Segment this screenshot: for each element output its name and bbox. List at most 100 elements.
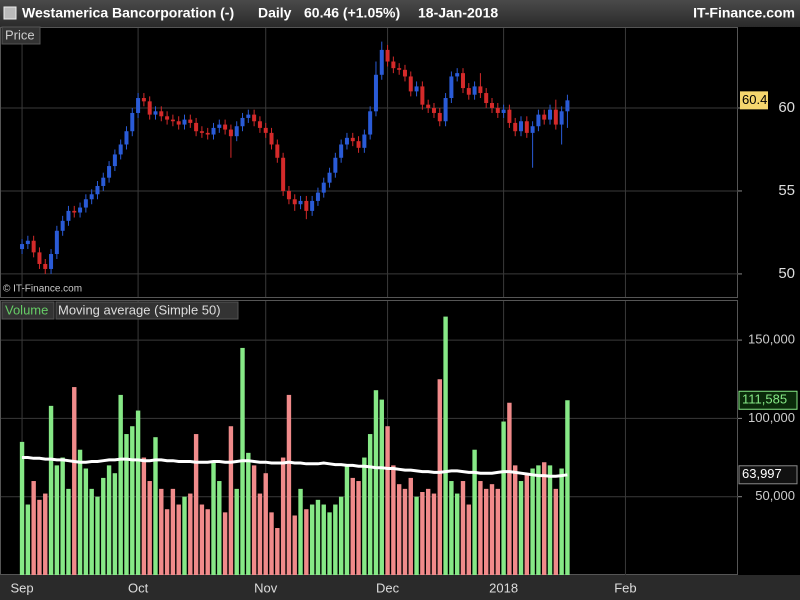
candle-body	[228, 129, 233, 137]
header-date: 18-Jan-2018	[418, 5, 498, 21]
volume-last-box	[738, 390, 798, 410]
y-tick-label: 55	[778, 182, 795, 199]
volume-bar	[43, 493, 48, 575]
candle-body	[269, 132, 274, 145]
volume-bar	[83, 468, 89, 575]
volume-bar	[280, 457, 286, 575]
candle-body	[350, 137, 355, 142]
candle-body	[333, 157, 338, 173]
volume-bar	[153, 437, 158, 575]
moving-average-line	[22, 456, 568, 478]
volume-bar	[460, 481, 466, 575]
volume-bar	[257, 493, 263, 575]
volume-last-label: 111,585	[742, 392, 787, 407]
volume-bar	[501, 421, 506, 575]
candle-body	[466, 88, 471, 95]
ma-legend: Moving average (Simple 50)	[58, 302, 221, 317]
candle-body	[234, 126, 239, 137]
candle-body	[339, 144, 344, 158]
candle-body	[408, 76, 413, 92]
volume-bar	[246, 452, 251, 575]
volume-bar	[234, 488, 239, 575]
volume-bar	[385, 426, 390, 575]
volume-bar	[112, 473, 118, 575]
candle-body	[136, 98, 141, 113]
candle-body	[246, 114, 251, 118]
volume-bar	[89, 488, 94, 575]
volume-bar	[530, 468, 535, 575]
volume-bar	[286, 394, 292, 575]
candle-body	[553, 109, 558, 125]
candle-body	[83, 199, 88, 208]
candle-body	[240, 117, 245, 127]
volume-bar	[553, 488, 559, 575]
watermark: © IT-Finance.com	[3, 284, 82, 295]
candle-body	[455, 73, 460, 77]
volume-bar	[449, 481, 454, 575]
candle-body	[362, 134, 367, 148]
price-panel	[0, 27, 738, 298]
candle-body	[31, 240, 36, 253]
volume-bar	[170, 488, 176, 575]
candle-body	[426, 104, 431, 108]
volume-bar	[344, 465, 350, 575]
volume-bar	[443, 316, 448, 575]
x-tick-label: Oct	[128, 580, 149, 595]
candle-body	[101, 177, 106, 186]
candle-body	[536, 114, 541, 127]
x-axis-bar	[0, 575, 800, 600]
volume-bar	[54, 465, 60, 575]
y-tick-label: 150,000	[748, 332, 795, 347]
y-tick-label: 50	[778, 265, 795, 282]
candle-body	[60, 220, 65, 231]
price-panel-label: Price	[5, 27, 35, 42]
candle-body	[118, 144, 123, 155]
volume-bar	[356, 481, 361, 575]
candle-body	[49, 254, 54, 269]
volume-bar	[565, 400, 570, 575]
volume-bar	[106, 465, 112, 575]
volume-bar	[95, 496, 100, 575]
candle-body	[124, 131, 129, 145]
candle-body	[165, 116, 170, 120]
candle-body	[20, 244, 25, 250]
candle-body	[281, 157, 286, 191]
candle-body	[315, 192, 320, 201]
header-quote: 60.46 (+1.05%)	[304, 5, 400, 21]
volume-bar	[77, 449, 83, 575]
volume-bar	[60, 457, 65, 575]
volume-bar	[159, 488, 164, 575]
y-tick-label: 100,000	[748, 410, 795, 425]
candle-body	[513, 122, 518, 132]
volume-bar	[72, 387, 77, 575]
volume-bar	[408, 477, 413, 575]
volume-bar	[251, 465, 257, 575]
candle-body	[37, 252, 42, 264]
candle-body	[519, 121, 524, 132]
volume-bar	[338, 496, 344, 575]
header-period: Daily	[258, 5, 292, 21]
volume-bar	[321, 504, 326, 575]
volume-bar	[66, 488, 71, 575]
candle-body	[170, 119, 175, 122]
candle-body	[397, 68, 402, 70]
volume-bar	[420, 491, 425, 575]
volume-bar	[524, 473, 530, 575]
candle-body	[72, 210, 77, 213]
candle-body	[112, 154, 117, 167]
candle-body	[43, 263, 48, 269]
ma-label-box	[55, 301, 239, 320]
volume-bar	[373, 390, 379, 575]
candle-body	[78, 207, 83, 213]
candle-body	[495, 107, 500, 113]
x-tick-label: Feb	[614, 580, 636, 595]
candle-body	[373, 74, 378, 112]
candle-body	[542, 114, 547, 120]
candle-body	[391, 61, 396, 69]
candle-body	[304, 200, 309, 211]
volume-bar	[513, 465, 518, 575]
candle-body	[223, 124, 228, 130]
volume-bar	[31, 481, 36, 575]
ma-last-label: 63,997	[742, 466, 782, 481]
volume-bar	[205, 509, 210, 575]
